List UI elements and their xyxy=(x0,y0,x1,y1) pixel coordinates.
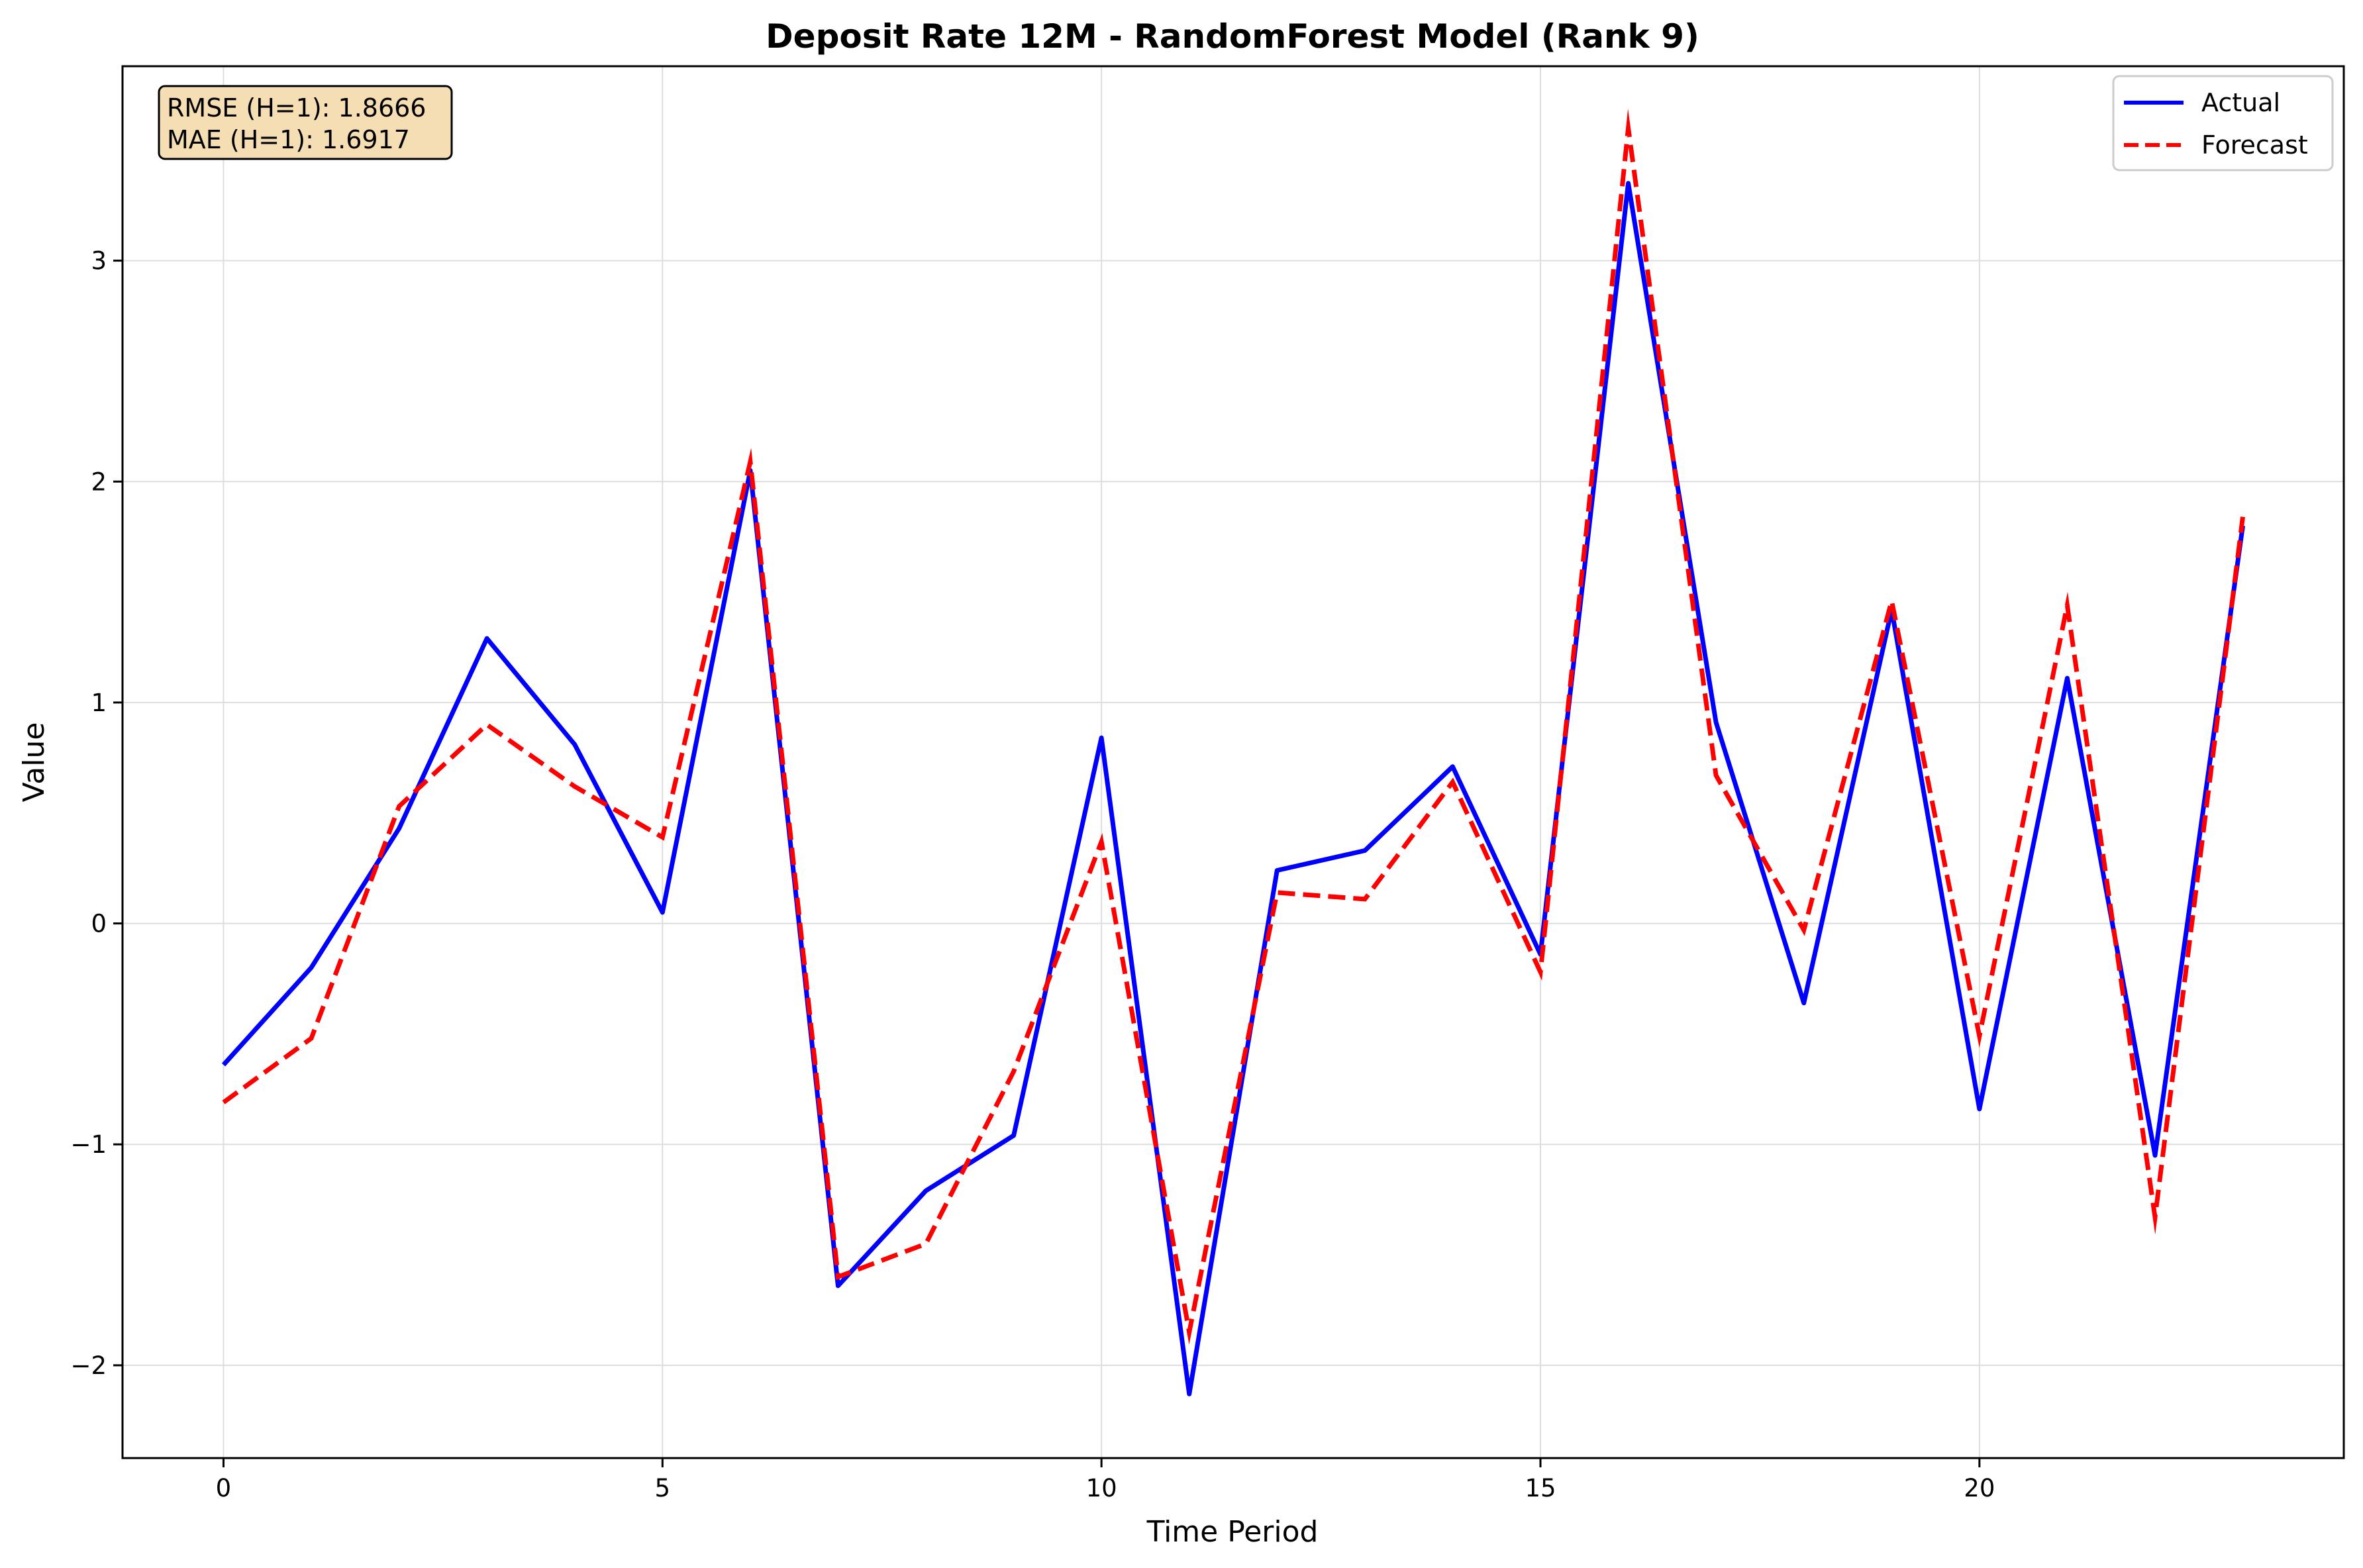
y-axis-label: Value xyxy=(17,722,51,803)
legend-forecast-label: Forecast xyxy=(2201,130,2308,160)
x-tick-label: 15 xyxy=(1525,1474,1556,1502)
chart-title: Deposit Rate 12M - RandomForest Model (R… xyxy=(766,17,1699,56)
x-axis-label: Time Period xyxy=(1146,1515,1319,1549)
mae-text: MAE (H=1): 1.6917 xyxy=(167,125,410,154)
x-tick-label: 0 xyxy=(216,1474,232,1502)
x-tick-label: 10 xyxy=(1086,1474,1117,1502)
y-tick-label: 2 xyxy=(91,467,107,496)
plot-series xyxy=(221,108,2245,1396)
series-line-actual xyxy=(221,181,2245,1396)
y-tick-label: 3 xyxy=(91,247,107,275)
plot-frame xyxy=(121,65,2345,1459)
y-tick-label: −2 xyxy=(70,1351,107,1380)
grid-lines xyxy=(123,66,2344,1458)
series-line-forecast xyxy=(222,108,2245,1345)
x-tick-label: 5 xyxy=(655,1474,671,1502)
rmse-text: RMSE (H=1): 1.8666 xyxy=(167,93,427,122)
metrics-annotation: RMSE (H=1): 1.8666 MAE (H=1): 1.6917 xyxy=(158,85,453,160)
y-tick-label: −1 xyxy=(70,1130,107,1159)
y-tick-label: 0 xyxy=(91,910,107,938)
legend: Actual Forecast xyxy=(2112,75,2334,172)
legend-actual-label: Actual xyxy=(2201,88,2280,117)
metrics-box xyxy=(158,85,453,160)
x-tick-label: 20 xyxy=(1964,1474,1995,1502)
y-tick-label: 1 xyxy=(91,689,107,717)
axis-ticks: 0 5 10 15 20 −2 −1 0 1 2 3 xyxy=(70,247,1995,1502)
